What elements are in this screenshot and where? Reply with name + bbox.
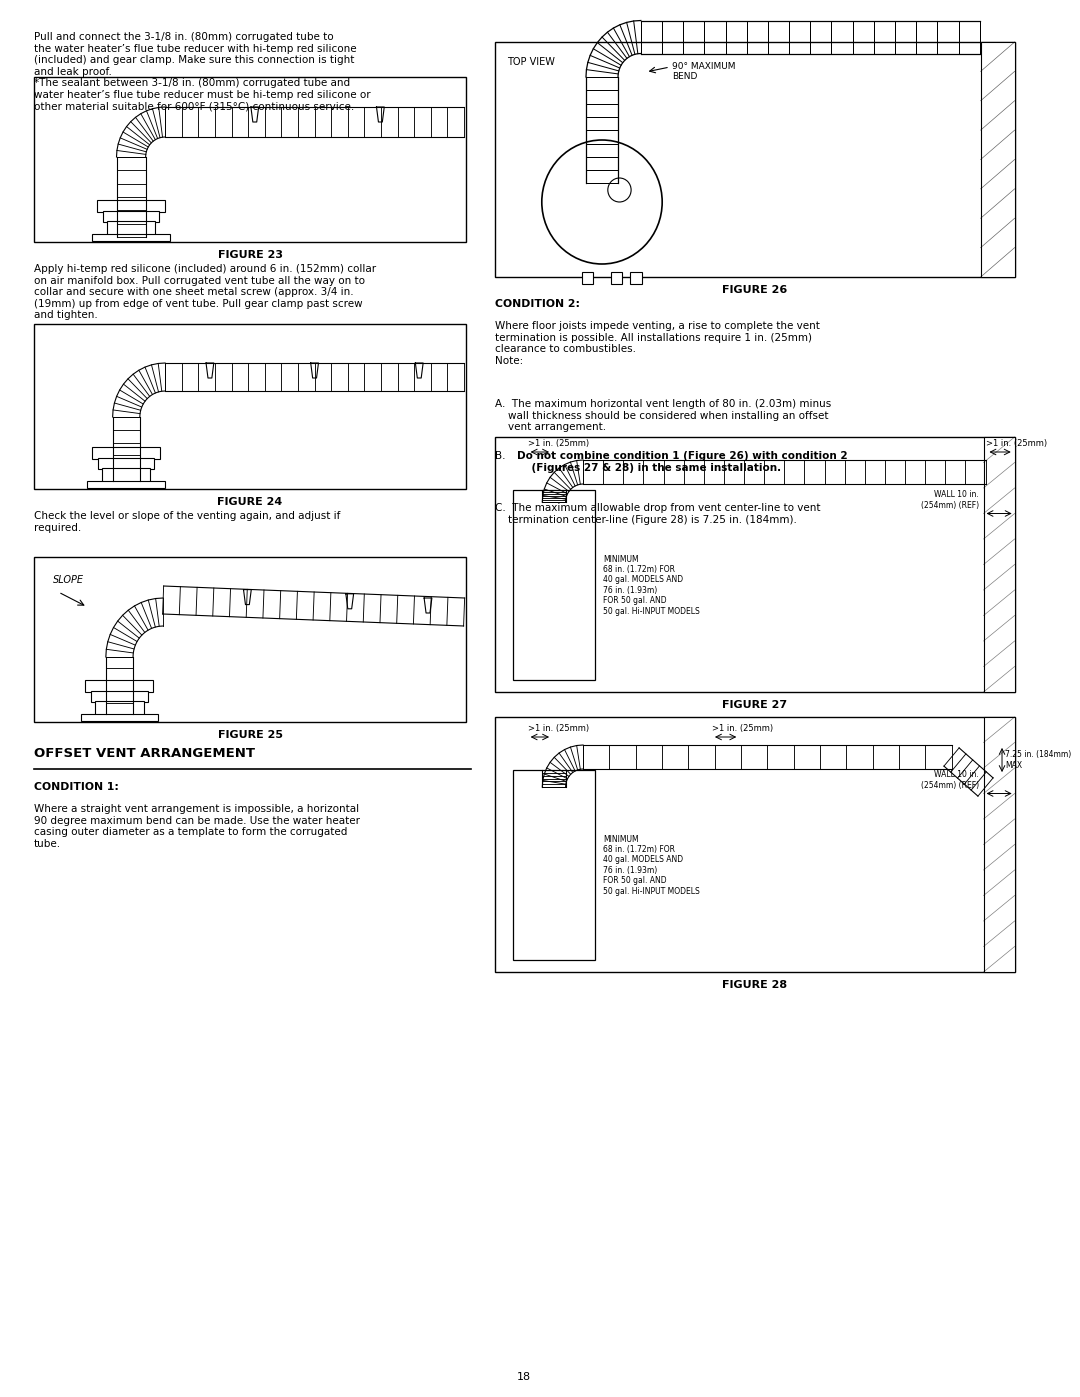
- Text: CONDITION 2:: CONDITION 2:: [496, 299, 580, 309]
- Bar: [981, 42, 1014, 277]
- Bar: [102, 468, 150, 483]
- Bar: [85, 680, 153, 692]
- Text: Apply hi-temp red silicone (included) around 6 in. (152mm) collar
on air manifol: Apply hi-temp red silicone (included) ar…: [33, 264, 376, 320]
- Text: MINIMUM
68 in. (1.72m) FOR
40 gal. MODELS AND
76 in. (1.93m)
FOR 50 gal. AND
50 : MINIMUM 68 in. (1.72m) FOR 40 gal. MODEL…: [603, 834, 700, 895]
- Bar: [33, 77, 467, 242]
- Text: MINIMUM
68 in. (1.72m) FOR
40 gal. MODELS AND
76 in. (1.93m)
FOR 50 gal. AND
50 : MINIMUM 68 in. (1.72m) FOR 40 gal. MODEL…: [603, 555, 700, 616]
- Bar: [33, 557, 467, 722]
- Text: A.  The maximum horizontal vent length of 80 in. (2.03m) minus
    wall thicknes: A. The maximum horizontal vent length of…: [496, 400, 832, 432]
- Text: >1 in. (25mm): >1 in. (25mm): [986, 439, 1048, 448]
- Text: Do not combine condition 1 (Figure 26) with condition 2
    (Figures 27 & 28) in: Do not combine condition 1 (Figure 26) w…: [516, 451, 847, 472]
- Text: B.: B.: [496, 451, 512, 461]
- Text: Pull and connect the 3-1/8 in. (80mm) corrugated tube to
the water heater’s flue: Pull and connect the 3-1/8 in. (80mm) co…: [33, 32, 370, 112]
- Bar: [95, 701, 144, 717]
- Text: TOP VIEW: TOP VIEW: [507, 57, 555, 67]
- Bar: [496, 437, 1014, 692]
- Text: OFFSET VENT ARRANGEMENT: OFFSET VENT ARRANGEMENT: [33, 747, 255, 760]
- Bar: [496, 42, 1014, 277]
- Text: FIGURE 27: FIGURE 27: [723, 700, 787, 710]
- Bar: [33, 324, 467, 489]
- Text: FIGURE 25: FIGURE 25: [217, 731, 283, 740]
- Text: Check the level or slope of the venting again, and adjust if
required.: Check the level or slope of the venting …: [33, 511, 340, 532]
- Text: SLOPE: SLOPE: [53, 576, 84, 585]
- Bar: [87, 481, 165, 488]
- Text: WALL 10 in.
(254mm) (REF): WALL 10 in. (254mm) (REF): [920, 770, 978, 789]
- Bar: [92, 235, 170, 242]
- Bar: [984, 437, 1014, 692]
- Text: >1 in. (25mm): >1 in. (25mm): [528, 439, 589, 448]
- Bar: [582, 272, 593, 284]
- Bar: [92, 447, 160, 460]
- Bar: [513, 490, 595, 680]
- Bar: [513, 770, 595, 960]
- Text: FIGURE 28: FIGURE 28: [723, 981, 787, 990]
- Bar: [610, 272, 622, 284]
- Bar: [98, 458, 154, 469]
- Text: CONDITION 1:: CONDITION 1:: [33, 782, 119, 792]
- Bar: [103, 211, 159, 222]
- Text: 18: 18: [517, 1372, 531, 1382]
- Bar: [92, 692, 148, 703]
- Bar: [496, 717, 1014, 972]
- Text: >1 in. (25mm): >1 in. (25mm): [528, 724, 589, 733]
- Text: Where a straight vent arrangement is impossible, a horizontal
90 degree maximum : Where a straight vent arrangement is imp…: [33, 805, 360, 849]
- Text: Where floor joists impede venting, a rise to complete the vent
termination is po: Where floor joists impede venting, a ris…: [496, 321, 820, 366]
- Bar: [97, 200, 165, 212]
- Bar: [984, 717, 1014, 972]
- Bar: [81, 714, 159, 721]
- Bar: [630, 272, 642, 284]
- Text: 90° MAXIMUM
BEND: 90° MAXIMUM BEND: [672, 61, 735, 81]
- Text: C.  The maximum allowable drop from vent center-line to vent
    termination cen: C. The maximum allowable drop from vent …: [496, 503, 821, 525]
- Text: FIGURE 26: FIGURE 26: [723, 285, 787, 295]
- Text: FIGURE 24: FIGURE 24: [217, 497, 283, 507]
- Text: FIGURE 23: FIGURE 23: [217, 250, 283, 260]
- Text: 7.25 in. (184mm)
MAX: 7.25 in. (184mm) MAX: [1004, 750, 1071, 770]
- Text: WALL 10 in.
(254mm) (REF): WALL 10 in. (254mm) (REF): [920, 490, 978, 510]
- Bar: [107, 221, 156, 236]
- Text: >1 in. (25mm): >1 in. (25mm): [712, 724, 773, 733]
